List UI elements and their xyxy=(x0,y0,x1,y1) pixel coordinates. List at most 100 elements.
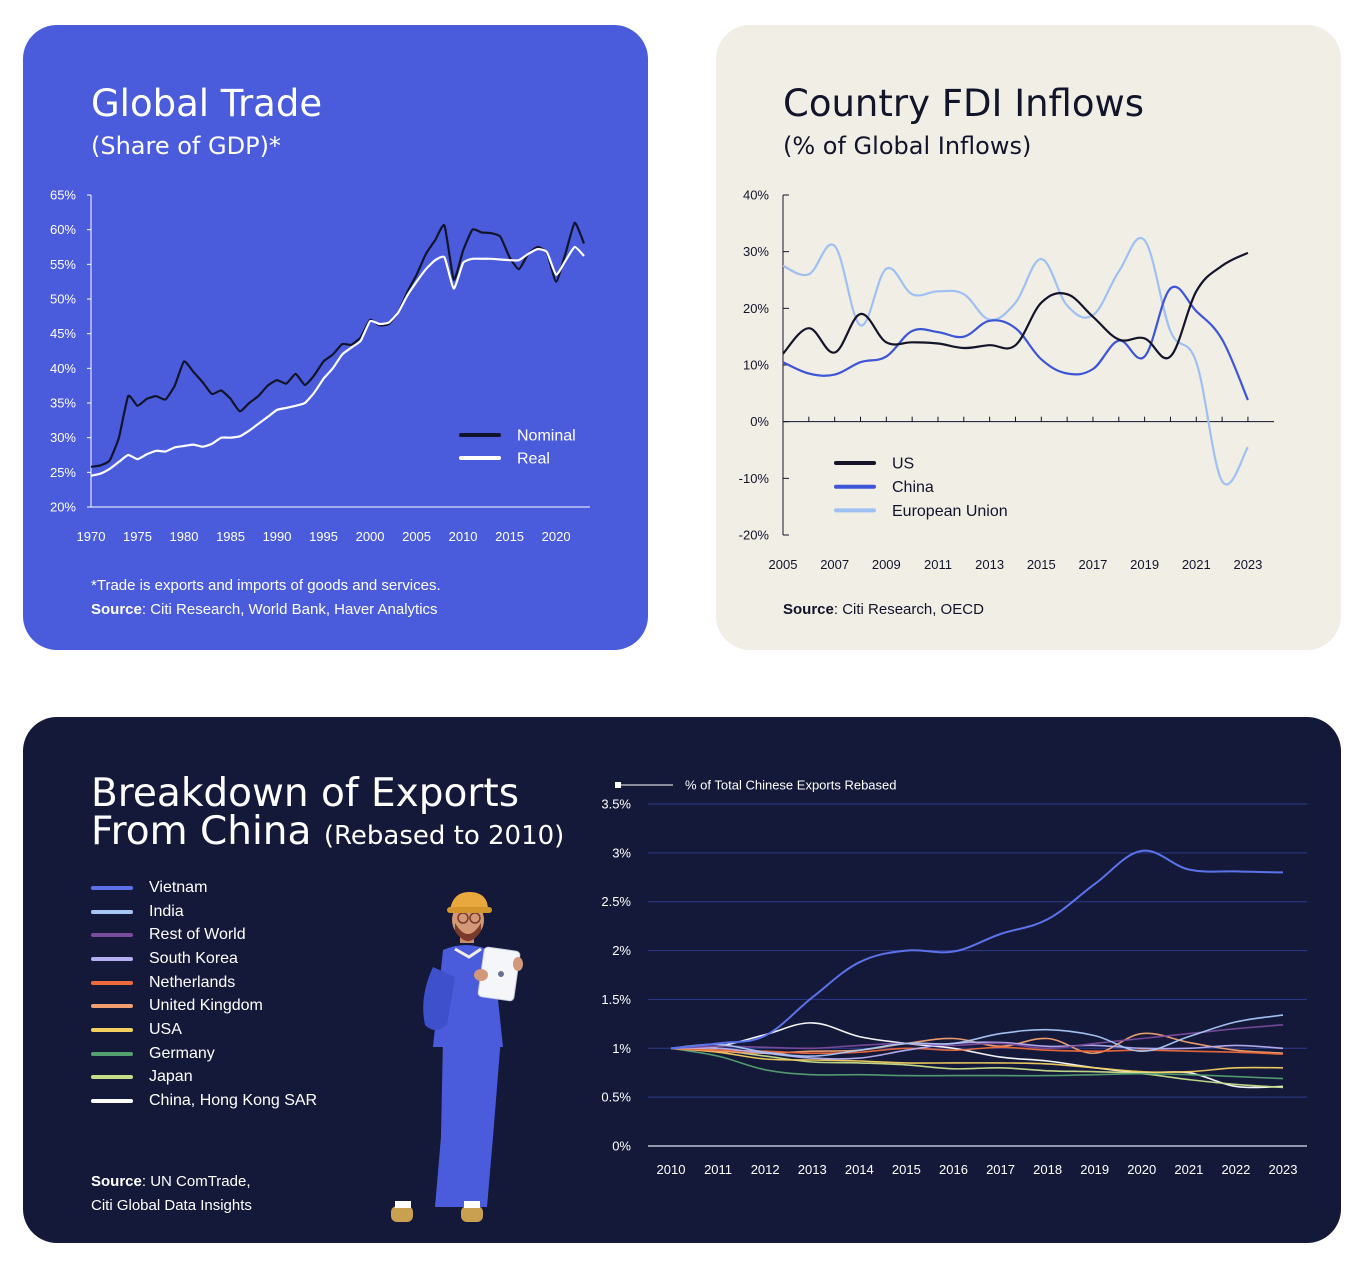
fdi-x-tick-label: 2013 xyxy=(975,557,1004,572)
trade-y-tick-label: 45% xyxy=(50,326,76,341)
trade-x-tick-label: 1985 xyxy=(216,529,245,544)
fdi-x-tick-label: 2011 xyxy=(924,557,952,572)
legend-swatch xyxy=(91,1027,133,1032)
exports-y-tick-label: 0.5% xyxy=(601,1090,631,1105)
trade-y-tick-label: 50% xyxy=(50,292,76,307)
legend-label: Vietnam xyxy=(149,878,208,896)
exports-legend: Vietnam India Rest of World South Korea Neth… xyxy=(91,876,317,1113)
trade-chart-subtitle: (Share of GDP)* xyxy=(91,132,281,160)
exports-x-tick-label: 2019 xyxy=(1080,1162,1109,1177)
exports-y-tick-label: 1.5% xyxy=(601,992,631,1007)
trade-source-label: Source xyxy=(91,601,142,618)
trade-x-tick-label: 2000 xyxy=(356,529,385,544)
trade-y-tick-label: 25% xyxy=(50,465,76,480)
exports-line-japan xyxy=(670,1047,1284,1089)
legend-swatch xyxy=(91,956,133,961)
trade-chart-title: Global Trade xyxy=(91,82,323,125)
exports-title-line2: From China xyxy=(91,809,312,854)
fdi-x-tick-label: 2007 xyxy=(820,557,849,572)
trade-legend-label-real: Real xyxy=(517,451,550,468)
legend-label: USA xyxy=(149,1020,182,1038)
legend-swatch xyxy=(91,909,133,914)
fdi-x-tick-label: 2009 xyxy=(872,557,901,572)
fdi-legend-label-european-union: European Union xyxy=(892,503,1008,520)
exports-caption-marker xyxy=(615,782,621,788)
fdi-y-tick-label: 10% xyxy=(743,358,769,373)
legend-label: India xyxy=(149,902,184,920)
trade-x-tick-label: 1980 xyxy=(170,529,199,544)
china-exports-card: Breakdown of Exports From China (Rebased… xyxy=(23,717,1341,1243)
legend-label: South Korea xyxy=(149,949,238,967)
global-trade-chart: 20% 25% 30% 35% 40% 45% 50% 55% 60% 65% 1970 1975 19… xyxy=(50,188,590,544)
fdi-x-tick-label: 2023 xyxy=(1233,557,1262,572)
worker-illustration xyxy=(391,891,523,1222)
exports-x-tick-label: 2022 xyxy=(1221,1162,1250,1177)
fdi-source-label: Source xyxy=(783,601,834,618)
legend-label: Rest of World xyxy=(149,926,246,944)
exports-y-tick-label: 3% xyxy=(612,845,631,860)
legend-item-usa: USA xyxy=(91,1018,317,1042)
legend-item-japan: Japan xyxy=(91,1066,317,1090)
trade-y-tick-label: 65% xyxy=(50,188,76,203)
trade-x-tick-label: 2015 xyxy=(495,529,524,544)
legend-item-vietnam: Vietnam xyxy=(91,876,317,900)
trade-x-tick-label: 1975 xyxy=(123,529,152,544)
fdi-x-tick-label: 2021 xyxy=(1182,557,1211,572)
fdi-inflows-chart: -20% -10% 0% 10% 20% 30% 40% 2005 2007 2009 2011 20… xyxy=(739,188,1274,572)
global-trade-card: Global Trade (Share of GDP)* 20% 25% 30% 35… xyxy=(23,25,648,650)
legend-item-india: India xyxy=(91,900,317,924)
exports-y-tick-label: 0% xyxy=(612,1139,631,1154)
trade-source: Source: Citi Research, World Bank, Haver… xyxy=(91,601,438,618)
legend-item-rest-of-world: Rest of World xyxy=(91,923,317,947)
fdi-chart-title: Country FDI Inflows xyxy=(783,82,1145,125)
exports-x-tick-label: 2013 xyxy=(798,1162,827,1177)
exports-y-tick-label: 3.5% xyxy=(601,797,631,812)
exports-line-south-korea xyxy=(670,1041,1284,1060)
fdi-x-tick-label: 2005 xyxy=(769,557,798,572)
worker-figure xyxy=(391,891,523,1222)
trade-y-tick-label: 40% xyxy=(50,361,76,376)
exports-line-india xyxy=(670,1014,1284,1057)
legend-swatch xyxy=(91,1099,133,1104)
trade-x-tick-label: 2005 xyxy=(402,529,431,544)
exports-y-tick-label: 2% xyxy=(612,943,631,958)
legend-swatch xyxy=(91,1004,133,1009)
legend-swatch xyxy=(91,1051,133,1056)
trade-source-text: : Citi Research, World Bank, Haver Analy… xyxy=(141,601,438,618)
trade-x-tick-label: 2020 xyxy=(542,529,571,544)
legend-swatch xyxy=(91,885,133,890)
legend-item-germany: Germany xyxy=(91,1042,317,1066)
legend-item-netherlands: Netherlands xyxy=(91,971,317,995)
exports-x-tick-label: 2023 xyxy=(1269,1162,1298,1177)
legend-swatch xyxy=(91,980,133,985)
legend-label: Japan xyxy=(149,1068,193,1086)
trade-x-tick-label: 1995 xyxy=(309,529,338,544)
trade-y-tick-label: 30% xyxy=(50,430,76,445)
fdi-source: Source: Citi Research, OECD xyxy=(783,601,984,618)
exports-x-tick-label: 2012 xyxy=(751,1162,780,1177)
exports-line-rest-of-world xyxy=(670,1024,1284,1050)
fdi-chart-subtitle: (% of Global Inflows) xyxy=(783,132,1032,160)
legend-label: Netherlands xyxy=(149,973,236,991)
exports-source-label: Source xyxy=(91,1173,142,1190)
legend-swatch xyxy=(91,933,133,938)
exports-x-tick-label: 2021 xyxy=(1174,1162,1203,1177)
exports-source: Source: UN ComTrade, Citi Global Data In… xyxy=(91,1170,252,1218)
exports-y-tick-label: 1% xyxy=(612,1041,631,1056)
exports-x-tick-label: 2011 xyxy=(704,1162,732,1177)
trade-line-real xyxy=(90,245,585,477)
exports-line-netherlands xyxy=(670,1046,1284,1055)
exports-x-tick-label: 2015 xyxy=(892,1162,921,1177)
trade-x-tick-label: 1990 xyxy=(263,529,292,544)
fdi-y-tick-label: -20% xyxy=(739,528,770,543)
fdi-line-china xyxy=(782,285,1249,401)
exports-x-tick-label: 2020 xyxy=(1127,1162,1156,1177)
fdi-legend-label-china: China xyxy=(892,479,934,496)
fdi-x-tick-label: 2019 xyxy=(1130,557,1159,572)
fdi-source-text: : Citi Research, OECD xyxy=(833,601,984,618)
legend-item-south-korea: South Korea xyxy=(91,947,317,971)
exports-line-usa xyxy=(670,1047,1284,1074)
legend-swatch xyxy=(91,1075,133,1080)
trade-y-tick-label: 20% xyxy=(50,500,76,515)
exports-x-tick-label: 2018 xyxy=(1033,1162,1062,1177)
